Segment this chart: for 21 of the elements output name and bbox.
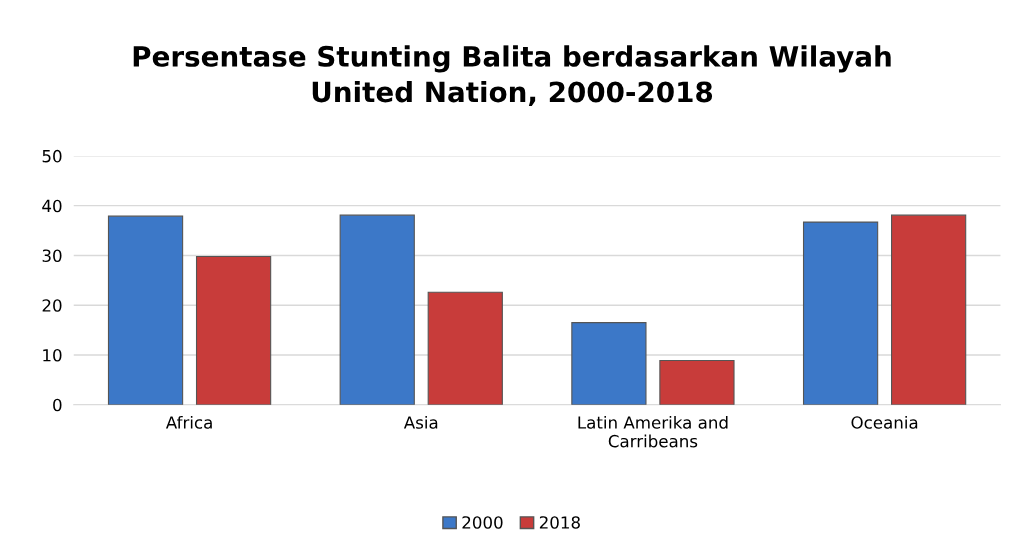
bar xyxy=(195,255,272,405)
x-tick-label: Latin Amerika and Carribeans xyxy=(578,415,728,448)
bar xyxy=(802,221,879,405)
x-tick-label: Asia xyxy=(403,415,438,429)
y-tick-label: 10 xyxy=(43,348,62,362)
bar xyxy=(427,291,503,405)
bar xyxy=(107,215,184,405)
bar xyxy=(339,214,415,405)
y-tick-label: 0 xyxy=(53,398,62,412)
y-tick-label: 30 xyxy=(42,249,62,263)
chart-title: Persentase Stunting Balita berdasarkan Wilayah United Nation, 2000-2018 xyxy=(133,45,891,106)
legend-label: 2000 xyxy=(462,516,503,529)
y-tick-label: 40 xyxy=(42,199,62,213)
x-tick-label: Oceania xyxy=(851,415,918,429)
bar xyxy=(571,322,647,405)
legend-label: 2018 xyxy=(539,516,580,529)
bar xyxy=(659,359,735,405)
y-tick-label: 20 xyxy=(42,299,62,312)
bar xyxy=(891,214,967,405)
y-tick-label: 50 xyxy=(42,149,62,163)
x-tick-label: Africa xyxy=(165,415,212,429)
